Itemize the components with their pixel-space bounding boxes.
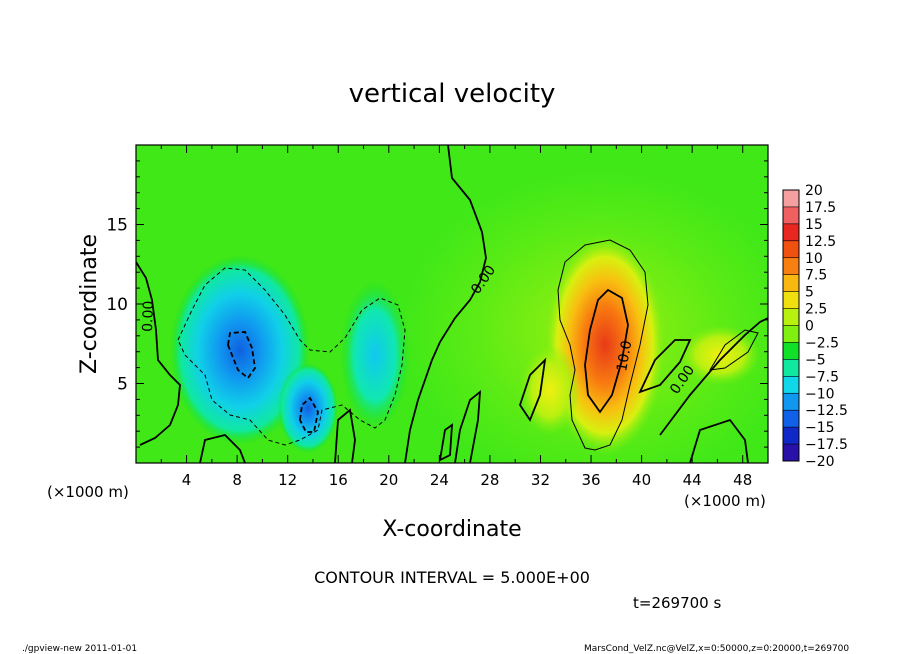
colorbar-label: 5 [805,285,814,301]
colorbar-label: 17.5 [805,200,836,216]
colorbar-swatch [783,393,799,411]
colorbar-swatch [783,444,799,462]
x-tick-label: 40 [632,471,651,489]
contour-line-zero [199,434,246,463]
x-tick-label: 12 [278,471,297,489]
colorbar-label: 0 [805,319,814,335]
colorbar-label: 12.5 [805,234,836,250]
time-stamp: t=269700 s [633,594,721,612]
colorbar-label: −5 [805,352,826,368]
plot-area [136,145,768,463]
x-tick-label: 4 [182,471,192,489]
contour-line-zero [638,339,692,394]
colorbar-label: 20 [805,183,823,199]
colorbar-label: −7.5 [805,369,839,385]
colorbar: 2017.51512.5107.552.50−2.5−5−7.5−10−12.5… [782,183,848,470]
chart-title: vertical velocity [349,79,556,109]
y-tick-label: 10 [106,295,128,315]
colorbar-swatch [783,427,799,445]
contour-line-zero [454,390,482,463]
contour-line-zero [136,261,181,446]
colorbar-swatch [783,240,799,259]
contour-line-zero [689,418,749,463]
contour-line-zero [334,408,356,463]
contour-line-negative [299,396,319,433]
colorbar-swatch [783,325,799,343]
x-tick-label: 24 [430,471,449,489]
y-axis: 5 10 15 [106,160,768,448]
footer-right: MarsCond_VelZ.nc@VelZ,x=0:50000,z=0:2000… [584,644,849,654]
x-tick-label: 28 [480,471,499,489]
colorbar-label: −20 [805,454,835,470]
contour-line-zero [438,423,454,462]
x-tick-label: 8 [232,471,242,489]
colorbar-swatch [783,223,799,242]
y-tick-label: 15 [106,216,128,236]
x-tick-label: 48 [733,471,752,489]
contour-line-zero [519,357,547,422]
x-axis: 4 8 12 16 20 24 28 32 36 40 44 48 [160,145,752,489]
colorbar-swatch [783,190,799,208]
contour-label: 10.0 [614,339,635,372]
colorbar-swatch [783,206,799,225]
updraft-region [520,345,580,435]
colorbar-swatch [783,291,799,310]
colorbar-label: −17.5 [805,437,848,453]
contour-line-ten [584,288,629,414]
contour-line-zero [659,317,768,436]
colorbar-swatch [783,410,799,428]
colorbar-swatch [783,308,799,326]
colorbar-label: −12.5 [805,403,848,419]
contour-interval: CONTOUR INTERVAL = 5.000E+00 [314,568,590,587]
colorbar-swatch [783,257,799,276]
x-tick-label: 16 [329,471,348,489]
colorbar-label: −15 [805,420,835,436]
contour-line-negative [177,267,406,446]
x-tick-label: 44 [683,471,702,489]
y-tick-label: 5 [117,375,128,395]
downdraft-region [170,255,310,445]
colorbar-label: −2.5 [805,335,839,351]
contour-label: 0.00 [140,300,157,332]
downdraft-region [278,363,338,453]
colorbar-swatch [783,274,799,293]
contour-line-zero [404,145,487,463]
colorbar-label: −10 [805,386,835,402]
x-axis-unit-left: (×1000 m) [47,483,129,501]
colorbar-swatch [783,342,799,360]
colorbar-swatch [783,359,799,377]
footer-left: ./gpview-new 2011-01-01 [22,644,137,654]
x-axis-label: X-coordinate [382,517,521,542]
y-axis-label: Z-coordinate [77,234,102,374]
contour-line-positive [709,329,759,371]
colorbar-swatch [783,376,799,394]
colorbar-label: 15 [805,217,823,233]
x-tick-label: 20 [379,471,398,489]
x-tick-label: 36 [581,471,600,489]
colorbar-label: 2.5 [805,302,827,318]
x-tick-label: 32 [531,471,550,489]
colorbar-label: 10 [805,251,823,267]
colorbar-label: 7.5 [805,268,827,284]
downdraft-region [340,280,410,430]
x-axis-unit-right: (×1000 m) [684,492,766,510]
contour-line-positive [557,239,649,451]
